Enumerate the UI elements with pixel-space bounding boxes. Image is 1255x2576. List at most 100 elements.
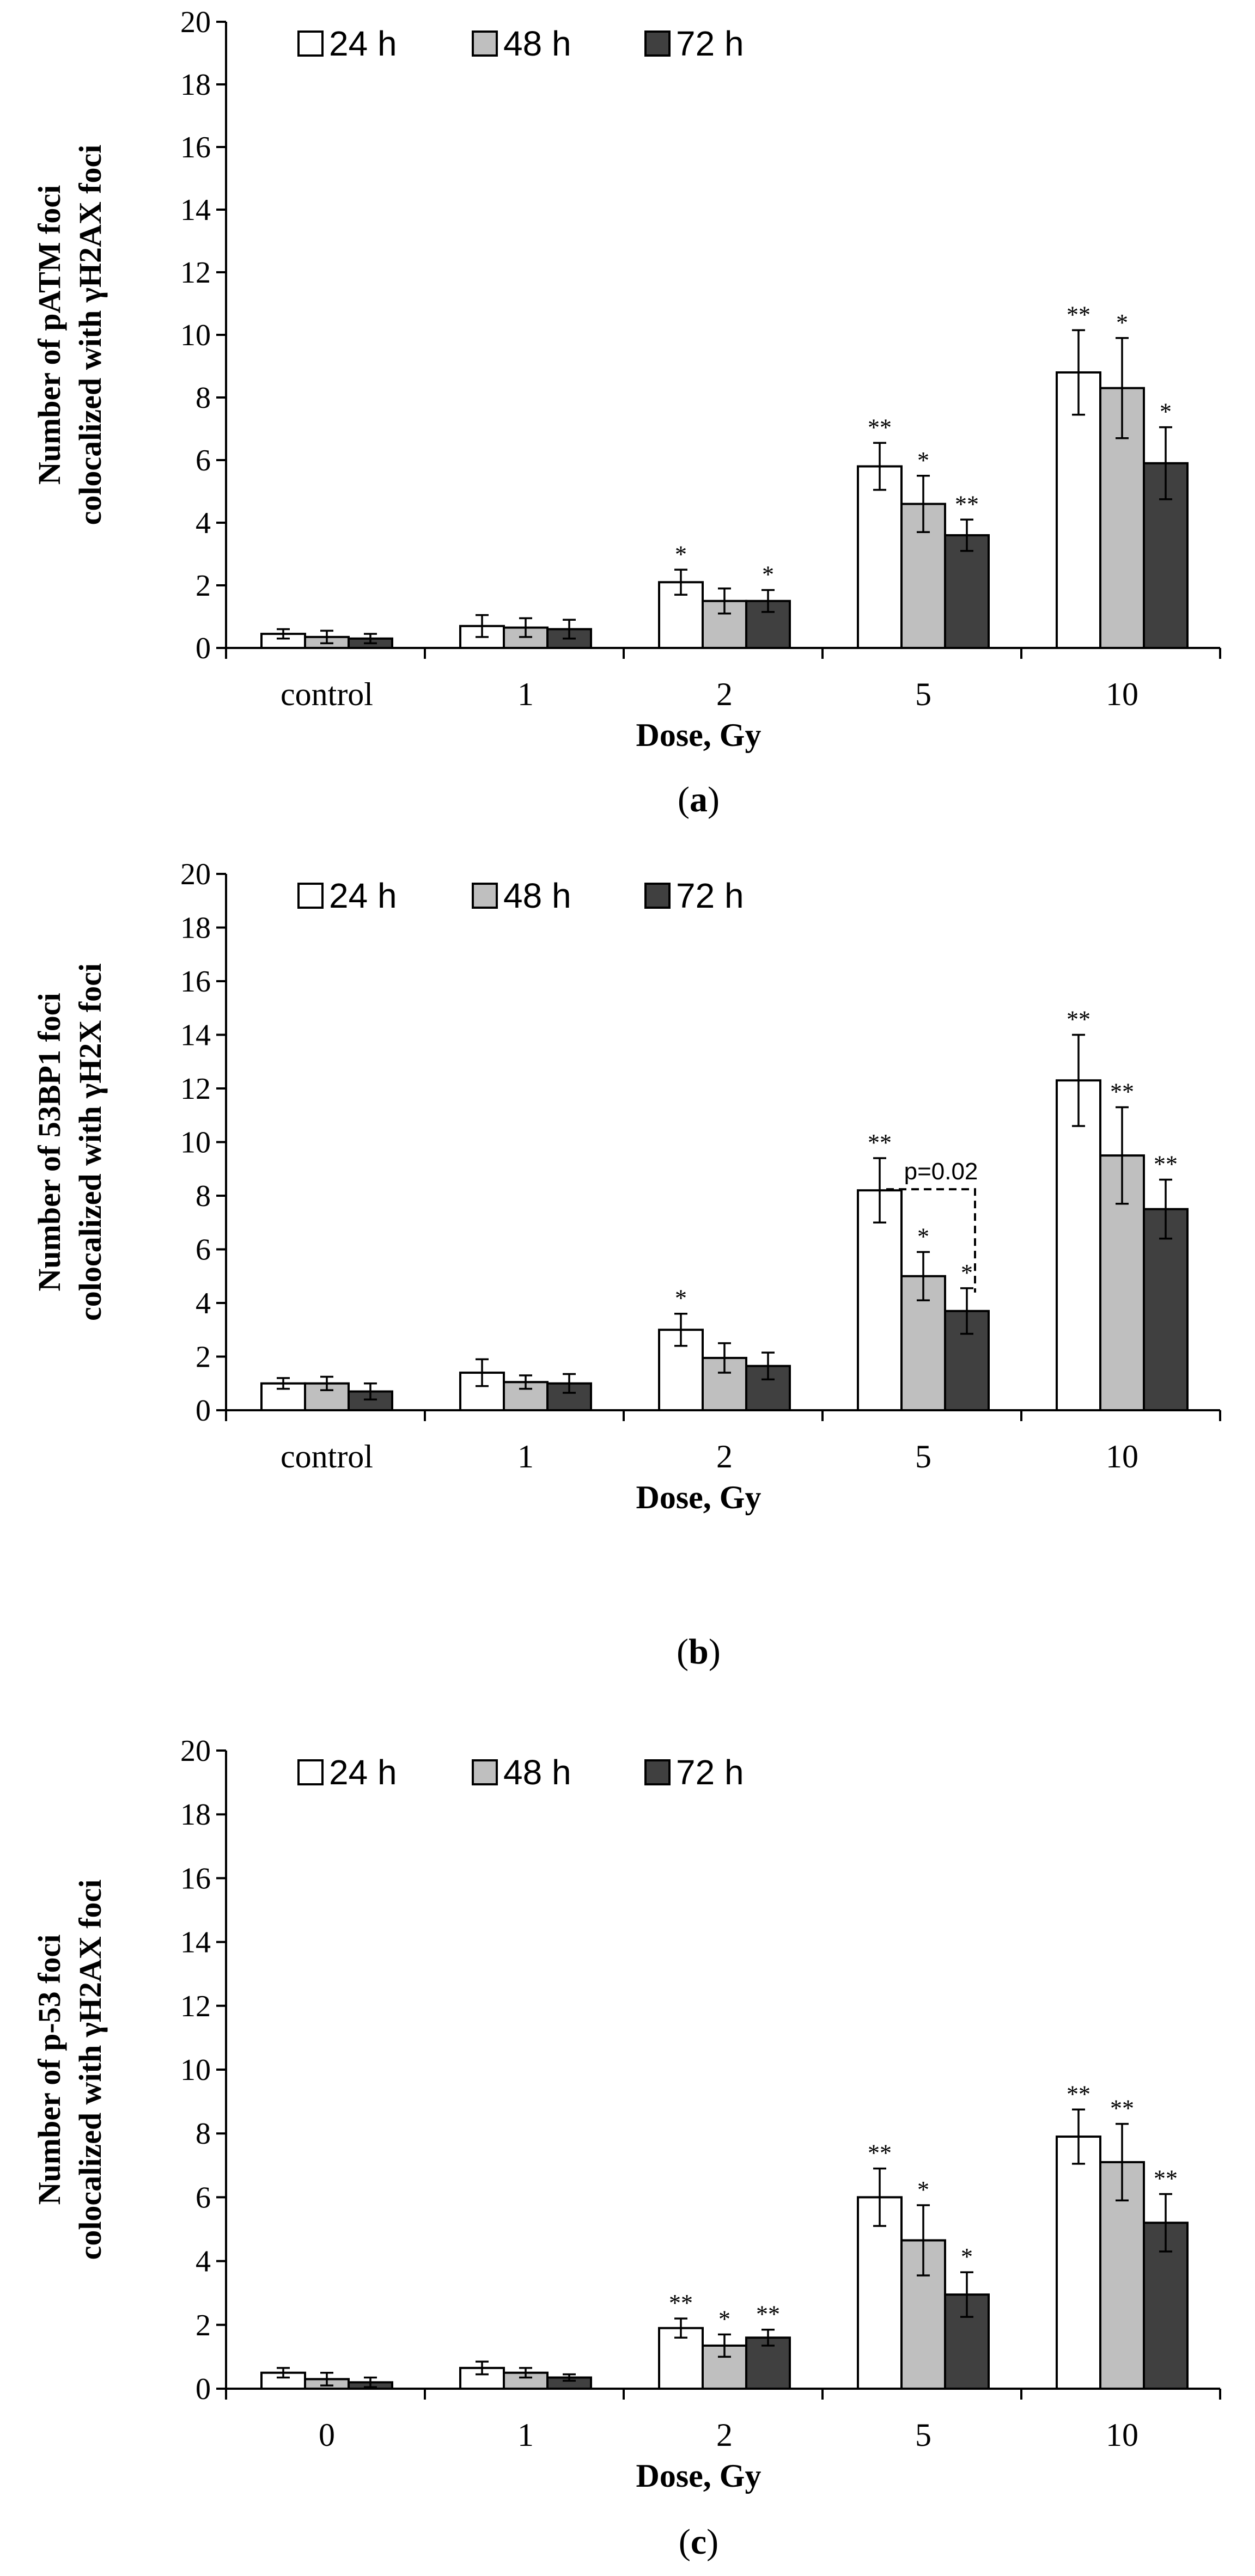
bar (944, 534, 990, 649)
y-tick-label: 8 (196, 1179, 211, 1213)
legend-label: 48 h (503, 876, 571, 915)
y-axis-title-line2: colocalized with γH2X foci (72, 963, 108, 1321)
legend-label: 72 h (676, 1753, 744, 1792)
panel-label-close: ) (709, 1632, 721, 1672)
panel-label: (c) (679, 2522, 718, 2562)
significance-marker: ** (1110, 2095, 1134, 2122)
x-category-label: 5 (915, 2417, 931, 2453)
y-axis-title-line2: colocalized with γH2AX foci (72, 145, 108, 525)
panel-label: (b) (677, 1632, 721, 1672)
x-category-label: 2 (716, 1439, 733, 1474)
y-tick-label: 6 (196, 1233, 211, 1267)
legend-swatch (644, 30, 671, 57)
legend-label: 24 h (329, 876, 397, 915)
bar (1056, 2136, 1101, 2390)
legend-swatch (472, 30, 498, 57)
y-tick-label: 6 (196, 444, 211, 478)
x-category-label: 5 (915, 676, 931, 712)
bar (1143, 2222, 1189, 2390)
x-category-label: 2 (716, 676, 733, 712)
y-tick-label: 2 (196, 2309, 211, 2342)
y-tick-label: 20 (180, 5, 211, 39)
significance-marker: ** (1067, 2081, 1090, 2107)
y-tick-label: 12 (180, 1990, 211, 2023)
y-tick-label: 0 (196, 1394, 211, 1428)
y-tick-label: 10 (180, 1126, 211, 1160)
y-tick-label: 16 (180, 131, 211, 164)
legend-label: 24 h (329, 24, 397, 63)
bar (1056, 371, 1101, 649)
y-tick-label: 6 (196, 2181, 211, 2214)
x-category-label: control (281, 1439, 373, 1474)
y-axis-title-line1: Number of 53BP1 foci (32, 993, 67, 1291)
y-tick-label: 0 (196, 632, 211, 665)
significance-marker: ** (1067, 301, 1090, 328)
x-category-label: 10 (1106, 2417, 1138, 2453)
x-category-label: 10 (1106, 1439, 1138, 1474)
legend-swatch (472, 1759, 498, 1785)
panel-label-close: ) (708, 780, 720, 819)
significance-marker: * (1116, 309, 1128, 336)
significance-marker: * (675, 1285, 687, 1312)
x-category-label: 1 (517, 676, 534, 712)
legend-swatch (297, 883, 324, 909)
x-category-label: 1 (517, 1439, 534, 1474)
significance-marker: * (917, 2176, 929, 2203)
panel-label-open: ( (678, 780, 690, 819)
significance-marker: * (961, 1259, 973, 1286)
significance-marker: ** (868, 2140, 892, 2167)
y-tick-label: 18 (180, 1798, 211, 1832)
y-axis-title-line2: colocalized with γH2AX foci (72, 1880, 108, 2260)
significance-marker: * (1160, 399, 1172, 425)
y-tick-label: 14 (180, 1926, 211, 1960)
y-tick-label: 10 (180, 2053, 211, 2087)
y-tick-label: 18 (180, 68, 211, 102)
bar (857, 1189, 903, 1411)
legend-label: 72 h (676, 876, 744, 915)
x-axis-title: Dose, Gy (636, 717, 761, 753)
significance-marker: ** (1110, 1078, 1134, 1105)
x-category-label: 5 (915, 1439, 931, 1474)
significance-marker: * (675, 541, 687, 567)
bar (857, 2196, 903, 2390)
y-tick-label: 0 (196, 2372, 211, 2406)
bar (1056, 1079, 1101, 1411)
legend-swatch (644, 883, 671, 909)
significance-marker: ** (1067, 1006, 1090, 1033)
panel-label-close: ) (706, 2522, 718, 2562)
y-tick-label: 20 (180, 1734, 211, 1768)
panel-label-letter: c (691, 2522, 706, 2562)
legend-label: 48 h (503, 1753, 571, 1792)
bar (1143, 1208, 1189, 1411)
significance-marker: ** (1154, 1151, 1178, 1177)
y-tick-label: 12 (180, 1072, 211, 1106)
significance-marker: ** (756, 2301, 780, 2328)
legend-swatch (644, 1759, 671, 1785)
x-category-label: 2 (716, 2417, 733, 2453)
significance-marker: ** (868, 1129, 892, 1156)
legend-swatch (297, 1759, 324, 1785)
y-tick-label: 18 (180, 911, 211, 945)
legend-swatch (472, 883, 498, 909)
x-axis-title: Dose, Gy (636, 2458, 761, 2494)
legend-swatch (297, 30, 324, 57)
panel-label-open: ( (677, 1632, 689, 1672)
x-category-label: 0 (319, 2417, 335, 2453)
x-category-label: control (281, 676, 373, 712)
p-value-annotation: p=0.02 (904, 1158, 978, 1185)
significance-marker: ** (868, 414, 892, 440)
panel-label: (a) (678, 780, 720, 819)
significance-marker: * (917, 1223, 929, 1250)
y-axis-title-line1: Number of pATM foci (32, 185, 67, 485)
y-tick-label: 14 (180, 1019, 211, 1053)
legend-label: 48 h (503, 24, 571, 63)
y-tick-label: 2 (196, 1341, 211, 1374)
significance-marker: * (762, 561, 774, 588)
y-tick-label: 20 (180, 858, 211, 891)
y-tick-label: 10 (180, 319, 211, 352)
y-tick-label: 14 (180, 193, 211, 227)
